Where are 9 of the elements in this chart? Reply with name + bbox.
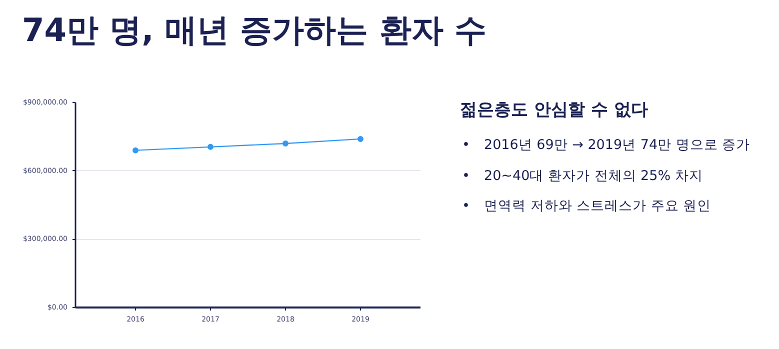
point (358, 136, 364, 142)
text: 젊은층도 안심할 수 없다 (460, 99, 649, 122)
text: • 20~40대 환자가 전체의 25% 차지 (462, 166, 703, 186)
chart-title: 74만 명, 매년 증가하는 환자 수 (22, 10, 486, 51)
text: • 면역력 저하와 스트레스가 주요 원인 (462, 196, 712, 216)
text: • 2016년 69만 → 2019년 74만 명으로 증가 (462, 136, 750, 156)
point (208, 144, 214, 150)
point (132, 147, 138, 154)
point (282, 140, 288, 146)
